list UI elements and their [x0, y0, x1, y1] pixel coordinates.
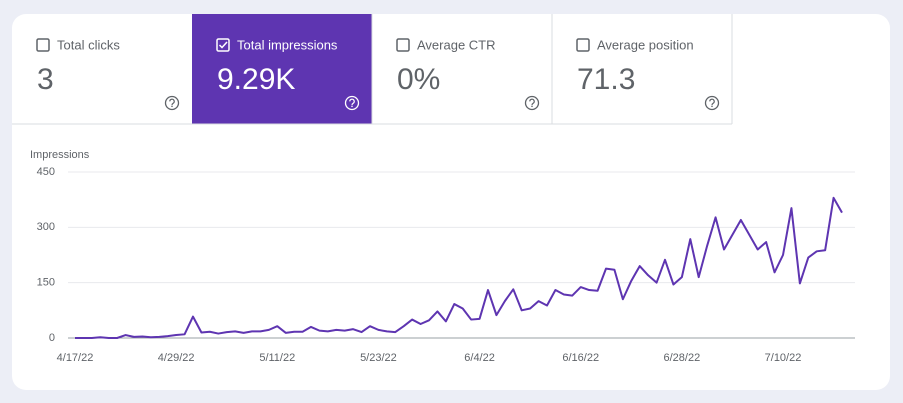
help-dot	[711, 105, 713, 108]
x-tick-label: 6/4/22	[464, 352, 495, 364]
x-tick-label: 6/28/22	[664, 352, 701, 364]
x-tick-label: 7/10/22	[765, 352, 802, 364]
x-tick-label: 4/29/22	[158, 352, 195, 364]
x-tick-label: 6/16/22	[562, 352, 599, 364]
help-glyph	[169, 98, 175, 106]
y-tick-label: 150	[37, 277, 55, 289]
card-label: Total clicks	[57, 37, 120, 52]
help-icon[interactable]	[164, 95, 180, 111]
card-value: 9.29K	[217, 63, 295, 96]
help-icon[interactable]	[344, 95, 360, 111]
help-icon[interactable]	[524, 95, 540, 111]
panel	[12, 14, 890, 390]
checkbox[interactable]	[36, 38, 50, 52]
help-dot	[171, 105, 173, 108]
chart: 0 150 300 450 4/17/22 4/29/22 5/11/22 5/23/22 6/…	[37, 166, 855, 364]
checkbox[interactable]	[396, 38, 410, 52]
help-icon[interactable]	[704, 95, 720, 111]
help-glyph	[349, 98, 355, 106]
x-tick-label: 5/11/22	[259, 352, 295, 364]
card-label: Total impressions	[237, 37, 338, 52]
help-glyph	[709, 98, 715, 106]
card-label: Average CTR	[417, 37, 496, 52]
metric-card[interactable]: Average CTR 0%	[371, 14, 540, 124]
metric-card[interactable]: Total impressions 9.29K	[192, 14, 372, 124]
checkbox[interactable]	[576, 38, 590, 52]
impressions-line	[75, 196, 843, 339]
card-label: Average position	[597, 37, 694, 52]
help-dot	[531, 105, 533, 108]
x-tick-label: 5/23/22	[360, 352, 397, 364]
x-tick-label: 4/17/22	[57, 352, 94, 364]
card-value: 0%	[397, 63, 440, 96]
help-dot	[351, 105, 353, 108]
checkmark	[218, 41, 228, 49]
y-tick-label: 300	[37, 221, 55, 233]
card-value: 71.3	[577, 63, 635, 96]
y-tick-label: 0	[49, 332, 55, 344]
checkbox[interactable]	[216, 38, 230, 52]
help-glyph	[529, 98, 535, 106]
card-value: 3	[37, 63, 54, 96]
metric-card[interactable]: Average position 71.3	[551, 14, 720, 124]
y-tick-label: 450	[37, 166, 55, 178]
card-background	[192, 14, 372, 124]
y-axis-title: Impressions	[30, 149, 90, 161]
